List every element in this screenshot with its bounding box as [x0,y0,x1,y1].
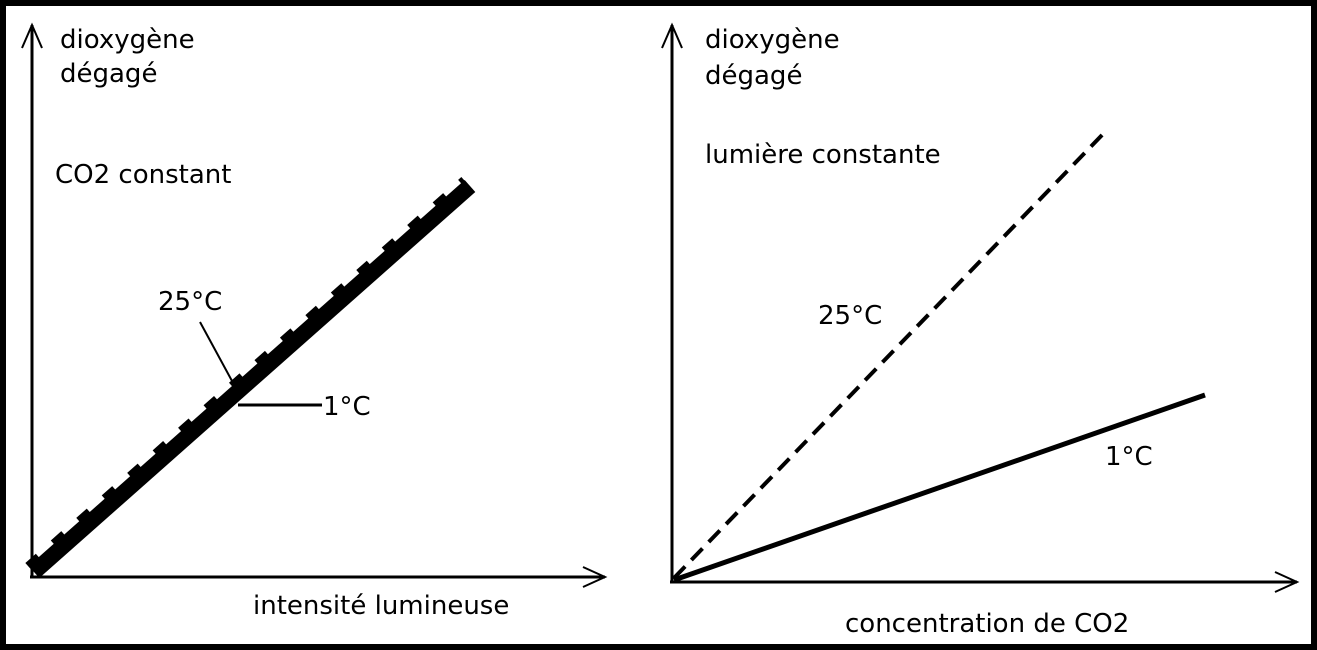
curve-label: 25°C [158,287,222,317]
curve-25c [672,130,1107,580]
x-axis-label: intensité lumineuse [253,591,509,621]
y-axis-label: dioxygène [705,25,840,55]
curve-label: 1°C [323,392,371,422]
condition-label: CO2 constant [55,160,231,190]
y-axis-label: dégagé [60,59,157,89]
curve-label: 25°C [818,301,882,331]
condition-label: lumière constante [705,140,941,170]
arrow [1274,571,1300,593]
curve-1c [28,180,476,578]
x-axis-label: concentration de CO2 [845,609,1129,639]
y-axis-label: dioxygène [60,25,195,55]
curve-label: 1°C [1105,442,1153,472]
curve-1c [673,392,1206,583]
y-axis-label: dégagé [705,61,802,91]
curve-25c [25,177,467,569]
panel-left [21,22,608,588]
panel-right [661,22,1300,593]
leader-line [199,321,239,393]
arrow [661,22,683,49]
arrow [582,566,608,588]
arrow [21,22,43,49]
